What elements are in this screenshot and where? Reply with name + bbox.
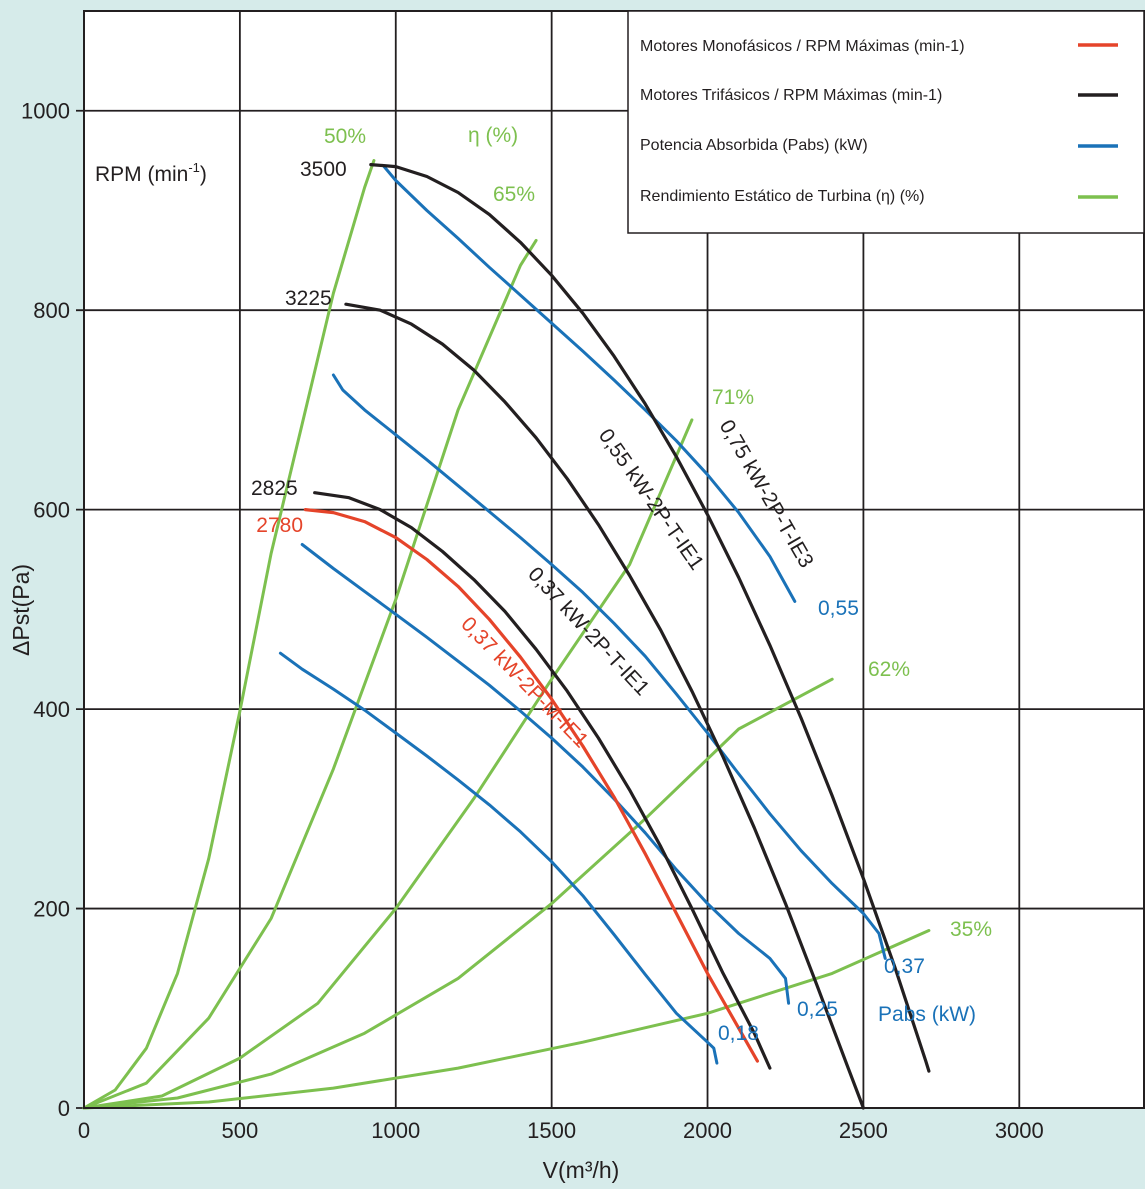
motor-curve xyxy=(313,491,772,1070)
efficiency-label: 62% xyxy=(868,658,910,681)
motor-curve xyxy=(344,302,865,1110)
y-tick-label: 0 xyxy=(58,1096,70,1121)
x-tick-label: 2500 xyxy=(839,1118,888,1143)
motor-curves xyxy=(303,163,931,1110)
power-label: 0,25 xyxy=(797,998,838,1021)
efficiency-curve xyxy=(82,238,538,1110)
motor-curve xyxy=(369,163,931,1073)
y-tick-label: 400 xyxy=(33,697,70,722)
legend-item-eff: Rendimiento Estático de Turbina (η) (%) xyxy=(640,188,925,205)
y-tick-label: 200 xyxy=(33,897,70,922)
tick-labels: 0 500 1000 1500 2000 2500 3000 0 200 400 600 800 100… xyxy=(21,99,1044,1143)
y-axis-title: ΔPst(Pa) xyxy=(8,564,34,656)
power-label: 0,18 xyxy=(718,1022,759,1045)
power-curves xyxy=(278,164,887,1065)
x-tick-label: 0 xyxy=(78,1118,90,1143)
eta-header: η (%) xyxy=(468,124,518,147)
rpm-label: 2780 xyxy=(256,514,303,537)
rpm-header-text: RPM (min xyxy=(95,163,188,186)
y-tick-label: 600 xyxy=(33,498,70,523)
power-label: 0,37 xyxy=(884,955,925,978)
plot-frame xyxy=(83,10,1145,1109)
legend-item-tri: Motores Trifásicos / RPM Máximas (min-1) xyxy=(640,87,942,104)
pabs-header: Pabs (kW) xyxy=(878,1003,976,1026)
rpm-header: RPM (min-1) xyxy=(95,160,207,186)
efficiency-curve xyxy=(82,159,376,1110)
x-axis-title: V(m³/h) xyxy=(543,1157,620,1183)
x-tick-label: 3000 xyxy=(995,1118,1044,1143)
rpm-label: 3225 xyxy=(285,287,332,310)
y-tick-label: 1000 xyxy=(21,99,70,124)
rpm-header-sup: -1 xyxy=(188,160,200,175)
power-curve xyxy=(331,373,887,960)
power-curve xyxy=(381,164,797,603)
legend-box xyxy=(627,10,1145,234)
efficiency-label: 35% xyxy=(950,918,992,941)
rpm-label: 2825 xyxy=(251,477,298,500)
y-tick-label: 800 xyxy=(33,298,70,323)
efficiency-curve xyxy=(82,677,834,1110)
rpm-header-close: ) xyxy=(200,163,207,186)
efficiency-curve xyxy=(82,929,931,1110)
power-label: 0,55 xyxy=(818,597,859,620)
legend-item-power: Potencia Absorbida (Pabs) (kW) xyxy=(640,137,868,154)
x-tick-label: 2000 xyxy=(683,1118,732,1143)
x-tick-label: 1000 xyxy=(371,1118,420,1143)
efficiency-label: 50% xyxy=(324,125,366,148)
rpm-label: 3500 xyxy=(300,158,347,181)
efficiency-curves xyxy=(82,159,931,1110)
efficiency-curve xyxy=(82,418,694,1110)
power-curve xyxy=(300,543,791,1005)
x-tick-label: 1500 xyxy=(527,1118,576,1143)
x-tick-label: 500 xyxy=(222,1118,259,1143)
legend-item-mono: Motores Monofásicos / RPM Máximas (min-1… xyxy=(640,38,965,55)
legend: Motores Monofásicos / RPM Máximas (min-1… xyxy=(627,10,1145,234)
efficiency-label: 65% xyxy=(493,183,535,206)
efficiency-label: 71% xyxy=(712,386,754,409)
power-curve xyxy=(278,651,719,1065)
motor-curve xyxy=(303,508,759,1063)
